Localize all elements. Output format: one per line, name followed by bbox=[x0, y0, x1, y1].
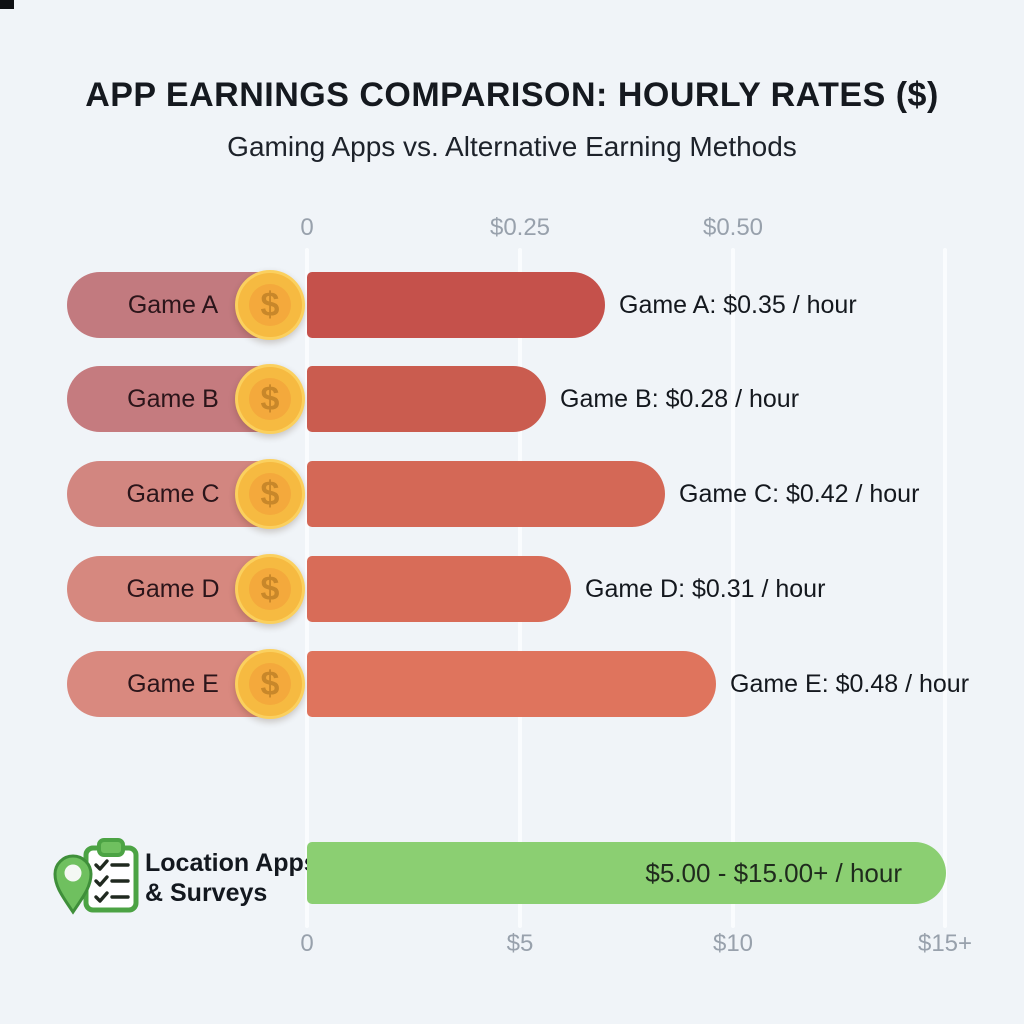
top-axis-tick: 0 bbox=[300, 214, 314, 241]
bottom-axis-tick: $10 bbox=[712, 930, 754, 957]
game-name: Game A bbox=[127, 291, 219, 319]
location-pin-clipboard-icon bbox=[53, 838, 139, 915]
game-row: Game E $ Game E: $0.48 / hour bbox=[0, 649, 1024, 719]
game-row: Game B $ Game B: $0.28 / hour bbox=[0, 364, 1024, 434]
dollar-glyph: $ bbox=[260, 665, 280, 703]
coin-icon: $ bbox=[235, 270, 305, 340]
game-name: Game D bbox=[126, 575, 220, 603]
coin-icon: $ bbox=[235, 554, 305, 624]
alternative-bar: $5.00 - $15.00+ / hour bbox=[307, 842, 946, 904]
bar-value-label: Game C: $0.42 / hour bbox=[679, 480, 920, 508]
game-pill: Game C $ bbox=[67, 459, 305, 529]
dollar-glyph: $ bbox=[260, 475, 280, 513]
dollar-glyph: $ bbox=[260, 570, 280, 608]
bottom-axis-tick: 0 bbox=[300, 930, 314, 957]
dollar-glyph: $ bbox=[260, 286, 280, 324]
game-row: Game C $ Game C: $0.42 / hour bbox=[0, 459, 1024, 529]
gridline bbox=[943, 248, 947, 928]
game-name: Game E bbox=[127, 670, 219, 698]
top-axis-tick: $0.50 bbox=[702, 214, 764, 241]
bar-value-label: Game E: $0.48 / hour bbox=[730, 670, 970, 698]
coin-icon: $ bbox=[235, 459, 305, 529]
game-bar bbox=[307, 272, 605, 338]
bar-value-label: Game D: $0.31 / hour bbox=[585, 575, 826, 603]
alternative-row: Location Apps & Surveys $5.00 - $15.00+ … bbox=[0, 836, 1024, 916]
game-bar bbox=[307, 366, 546, 432]
page-subtitle: Gaming Apps vs. Alternative Earning Meth… bbox=[227, 131, 797, 162]
game-bar bbox=[307, 651, 716, 717]
coin-icon: $ bbox=[235, 364, 305, 434]
game-bar bbox=[307, 556, 571, 622]
bar-value-label: Game A: $0.35 / hour bbox=[619, 291, 857, 319]
game-row: Game D $ Game D: $0.31 / hour bbox=[0, 554, 1024, 624]
game-name: Game C bbox=[126, 480, 220, 508]
bottom-axis-tick: $5 bbox=[506, 930, 534, 957]
page-title: APP EARNINGS COMPARISON: HOURLY RATES ($… bbox=[85, 76, 939, 114]
game-pill: Game E $ bbox=[67, 649, 305, 719]
top-axis-tick: $0.25 bbox=[489, 214, 551, 241]
gridline bbox=[731, 248, 735, 928]
bar-value-label: Game B: $0.28 / hour bbox=[560, 385, 800, 413]
game-pill: Game B $ bbox=[67, 364, 305, 434]
game-name: Game B bbox=[127, 385, 219, 413]
game-pill: Game A $ bbox=[67, 270, 305, 340]
coin-icon: $ bbox=[235, 649, 305, 719]
alternative-label-line2: & Surveys bbox=[145, 879, 268, 907]
alternative-label-line1: Location Apps bbox=[145, 849, 318, 877]
dollar-glyph: $ bbox=[260, 380, 280, 418]
game-bar bbox=[307, 461, 665, 527]
game-pill: Game D $ bbox=[67, 554, 305, 624]
alternative-label: Location Apps & Surveys bbox=[145, 848, 318, 908]
game-row: Game A $ Game A: $0.35 / hour bbox=[0, 270, 1024, 340]
corner-artifact bbox=[0, 0, 14, 9]
bottom-axis-tick: $15+ bbox=[917, 930, 973, 957]
